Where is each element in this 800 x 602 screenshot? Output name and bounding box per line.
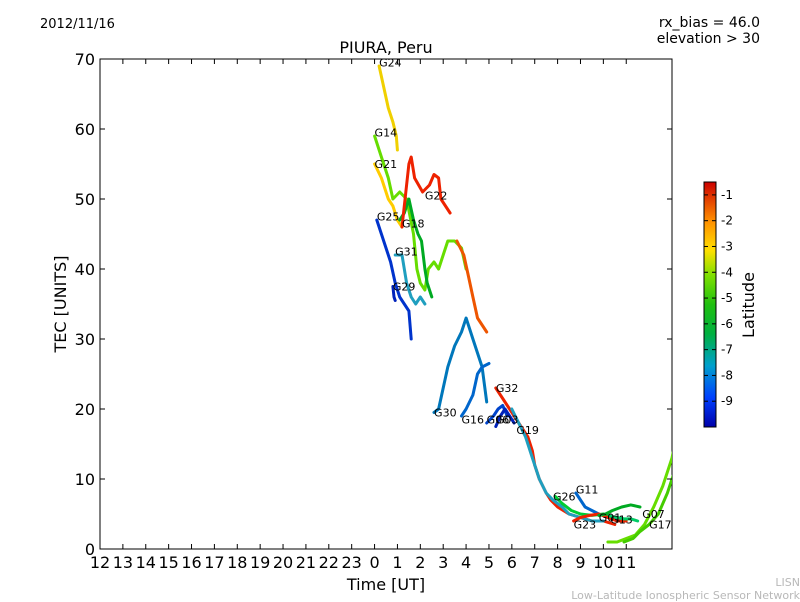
x-tick-label: 20	[273, 553, 293, 572]
x-tick-label: 18	[227, 553, 247, 572]
series-track-g18	[398, 197, 434, 299]
colorbar-tick-label: -7	[721, 343, 733, 357]
satellite-label: G19	[516, 424, 539, 437]
colorbar-ticks: -9 -8 -7 -6 -5 -4 -3 -2 -1	[704, 188, 733, 408]
satellite-label: G11	[576, 484, 599, 497]
y-tick-label: 40	[75, 260, 95, 279]
satellite-label: G06	[487, 414, 510, 427]
x-tick-label: 8	[553, 553, 563, 572]
satellite-label: G21	[375, 158, 398, 171]
series-track-g31	[393, 253, 427, 306]
satellite-label: G03	[496, 414, 519, 427]
series-track-g17	[622, 474, 672, 544]
colorbar-tick-label: -8	[721, 368, 733, 382]
credit-long: Low-Latitude Ionospheric Sensor Network	[571, 589, 800, 602]
satellite-label: G26	[553, 491, 576, 504]
satellite-label: G18	[402, 218, 425, 231]
colorbar-label: Latitude	[739, 272, 758, 338]
x-tick-label: 23	[342, 553, 362, 572]
info-block: rx_bias = 46.0 elevation > 30	[657, 15, 760, 47]
y-tick-label: 50	[75, 190, 95, 209]
colorbar-tick-label: -6	[721, 317, 733, 331]
x-tick-label: 19	[250, 553, 270, 572]
colorbar-tick-label: -5	[721, 291, 733, 305]
date-label: 2012/11/16	[40, 17, 115, 32]
x-tick-label: 16	[181, 553, 201, 572]
series-track-g25	[375, 218, 413, 341]
series-track-g07	[606, 450, 672, 544]
x-tick-label: 9	[575, 553, 585, 572]
x-tick-label: 21	[296, 553, 316, 572]
x-tick-label: 15	[158, 553, 178, 572]
y-axis: 0 10 20 30 40 50 60 70	[75, 50, 672, 559]
elevation-label: elevation > 30	[656, 31, 760, 47]
x-tick-label: 14	[136, 553, 156, 572]
series-track-g22	[400, 155, 452, 229]
colorbar: -9 -8 -7 -6 -5 -4 -3 -2 -1 Latitude	[703, 181, 758, 428]
satellite-label: G23	[574, 519, 597, 532]
series-layer	[373, 64, 672, 544]
x-tick-label: 11	[616, 553, 636, 572]
x-tick-label: 5	[484, 553, 494, 572]
series-track-g16	[460, 362, 491, 418]
colorbar-tick-label: -2	[721, 214, 733, 228]
colorbar-tick-label: -3	[721, 239, 733, 253]
colorbar-tick-label: -9	[721, 394, 733, 408]
x-tick-label: 10	[593, 553, 613, 572]
y-tick-label: 20	[75, 400, 95, 419]
satellite-label: G07	[642, 508, 665, 521]
y-tick-label: 60	[75, 120, 95, 139]
plot-area	[99, 58, 673, 550]
x-tick-label: 13	[113, 553, 133, 572]
satellite-label: G17	[649, 519, 672, 532]
rx-bias-label: rx_bias = 46.0	[658, 15, 760, 31]
satellite-label: G32	[496, 382, 519, 395]
x-tick-label: 3	[438, 553, 448, 572]
x-tick-label: 2	[415, 553, 425, 572]
x-tick-label: 4	[461, 553, 471, 572]
x-axis: 12 13 14 15 16 17 18 19 20 21 22 23 0 1 2 3 4 5 6 7 8 9 10 11	[90, 59, 636, 572]
series-track-g21	[373, 162, 404, 229]
satellite-label: G14	[375, 127, 398, 140]
x-tick-label: 12	[90, 553, 110, 572]
satellite-label: G01	[599, 512, 622, 525]
x-tick-label: 0	[369, 553, 379, 572]
x-tick-label: 1	[392, 553, 402, 572]
satellite-label: G31	[395, 246, 418, 259]
satellite-label: G25	[377, 211, 400, 224]
series-track-g29	[391, 285, 397, 302]
colorbar-tick-label: -4	[721, 265, 733, 279]
y-tick-label: 30	[75, 330, 95, 349]
y-tick-label: 10	[75, 470, 95, 489]
series-track-g01	[597, 503, 642, 517]
credit-block: LISN Low-Latitude Ionospheric Sensor Net…	[571, 576, 800, 602]
series-track-g03	[494, 407, 516, 428]
satellite-label: G13	[610, 514, 633, 527]
y-tick-label: 70	[75, 50, 95, 69]
chart-title: PIURA, Peru	[339, 38, 433, 57]
satellite-label: G16	[462, 414, 485, 427]
series-track-g30	[432, 316, 489, 414]
colorbar-tick-label: -1	[721, 188, 733, 202]
credit-short: LISN	[775, 576, 800, 589]
satellite-label: G30	[434, 407, 457, 420]
satellite-label: G29	[393, 281, 416, 294]
series-track-g24	[377, 64, 399, 152]
satellite-label: G22	[425, 190, 448, 203]
y-axis-label: TEC [UNITS]	[51, 256, 70, 354]
colorbar-gradient	[703, 181, 717, 428]
x-tick-label: 6	[507, 553, 517, 572]
series-track-g13	[608, 514, 640, 523]
y-tick-label: 0	[85, 540, 95, 559]
series-track-g14	[373, 134, 468, 292]
series-track-g2x	[455, 239, 489, 334]
x-tick-label: 7	[530, 553, 540, 572]
satellite-label: G24	[379, 57, 402, 70]
x-axis-label: Time [UT]	[346, 575, 425, 594]
x-tick-label: 22	[319, 553, 339, 572]
x-tick-label: 17	[204, 553, 224, 572]
